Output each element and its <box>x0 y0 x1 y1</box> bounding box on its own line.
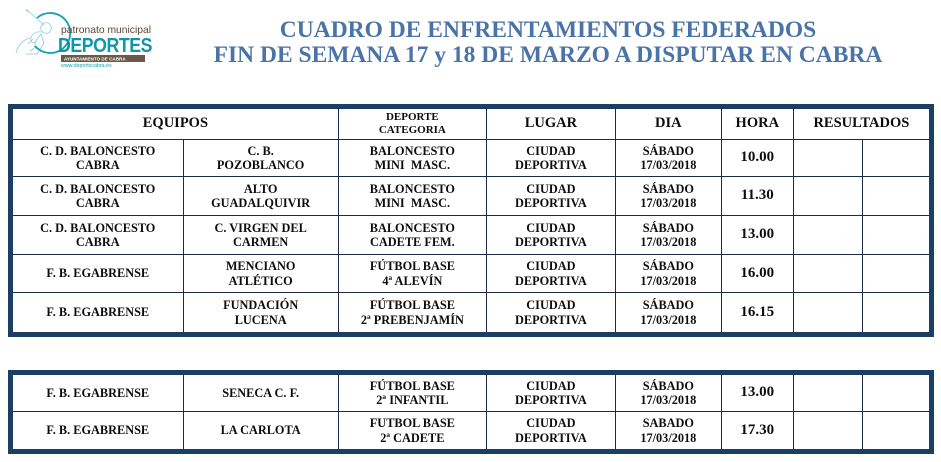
svg-text:AYUNTAMIENTO DE CABRA: AYUNTAMIENTO DE CABRA <box>64 57 126 62</box>
svg-text:DEPORTES: DEPORTES <box>58 35 152 57</box>
svg-text:www.deportscabra.es: www.deportscabra.es <box>61 63 112 68</box>
